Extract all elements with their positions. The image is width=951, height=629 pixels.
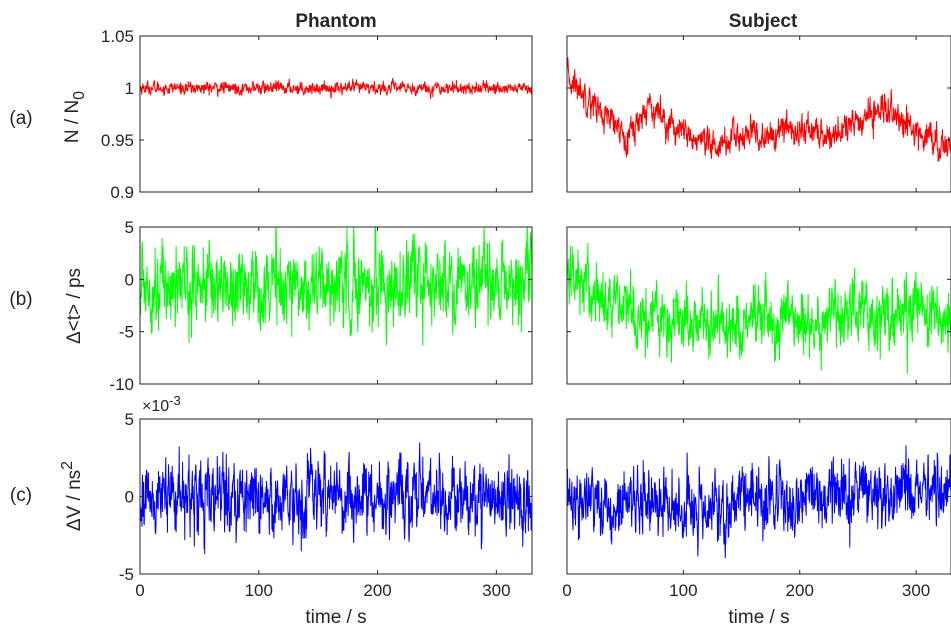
exponent-power: -3 xyxy=(169,393,181,408)
x-tick-label: 300 xyxy=(902,581,930,600)
series-line-c-subject xyxy=(567,445,951,559)
column-title-subject: Subject xyxy=(729,11,798,32)
ylabel-c-text: ΔV / ns xyxy=(64,470,85,531)
axes-box-b-phantom xyxy=(139,226,533,385)
x-tick-label: 100 xyxy=(245,581,273,600)
y-tick-label: -10 xyxy=(109,375,134,394)
y-tick-label: 0 xyxy=(125,270,134,289)
ylabel-row-b: Δ<t> / ps xyxy=(64,268,85,344)
ylabel-c-superscript: 2 xyxy=(59,461,76,470)
y-tick-label: 0 xyxy=(125,488,134,507)
panel-b-phantom: -10 -5 0 5 xyxy=(109,218,533,394)
axes-box-a-subject xyxy=(566,35,951,193)
ylabel-a-text: N / N xyxy=(62,100,83,143)
row-label-c: (c) xyxy=(10,485,32,506)
x-tick-label: 200 xyxy=(363,581,391,600)
panel-c-subject: 0 100 200 300 time / s xyxy=(562,418,951,628)
x-axis-label: time / s xyxy=(305,607,366,628)
column-title-phantom: Phantom xyxy=(295,11,376,32)
panel-b-subject xyxy=(566,226,951,385)
y-tick-label: 1 xyxy=(125,79,134,98)
panel-a-phantom: 0.9 0.95 1 1.05 xyxy=(101,27,533,202)
series-line-b-subject xyxy=(567,242,951,374)
x-tick-label: 0 xyxy=(135,581,144,600)
panel-a-subject xyxy=(566,35,951,193)
axes-box-a-phantom xyxy=(139,35,533,193)
row-label-b: (b) xyxy=(9,289,32,310)
x-tick-label: 100 xyxy=(669,581,697,600)
ylabel-a-subscript: 0 xyxy=(71,91,88,100)
row-label-a: (a) xyxy=(9,108,32,129)
series-line-a-subject xyxy=(567,57,951,162)
ylabel-row-a: N / N0 xyxy=(62,91,88,143)
y-tick-label: 0.9 xyxy=(110,183,134,202)
exponent-label: ×10-3 xyxy=(142,393,181,415)
y-tick-label: -5 xyxy=(119,323,134,342)
y-tick-label: 0.95 xyxy=(101,131,134,150)
x-tick-label: 200 xyxy=(786,581,814,600)
x-tick-label: 300 xyxy=(482,581,510,600)
y-tick-label: 5 xyxy=(125,218,134,237)
x-axis-label: time / s xyxy=(728,607,789,628)
series-line-b-phantom xyxy=(140,227,532,346)
series-line-c-phantom xyxy=(140,442,532,555)
series-line-a-phantom xyxy=(140,77,532,100)
axes-box-b-subject xyxy=(566,226,951,385)
x-tick-label: 0 xyxy=(562,581,571,600)
y-tick-label: 1.05 xyxy=(101,27,134,46)
y-tick-label: -5 xyxy=(119,565,134,584)
exponent-base: ×10 xyxy=(142,398,169,415)
ylabel-row-c: ΔV / ns2 xyxy=(59,461,85,531)
y-tick-label: 5 xyxy=(125,410,134,429)
